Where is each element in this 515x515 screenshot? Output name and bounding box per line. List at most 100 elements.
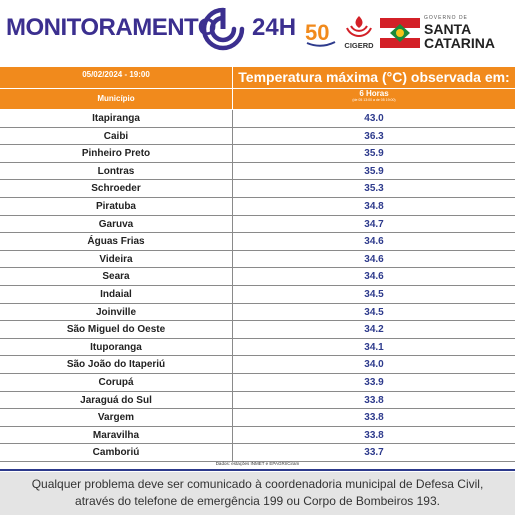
row-divider <box>232 285 233 303</box>
city-name: Jaraguá do Sul <box>80 394 152 406</box>
row-divider <box>232 250 233 268</box>
temperature-value: 34.5 <box>364 306 384 318</box>
cigerd-logo: CIGERD <box>342 14 376 54</box>
city-name: Itapiranga <box>92 113 140 124</box>
temperature-value: 34.1 <box>364 341 384 353</box>
row-divider <box>232 444 233 461</box>
city-name: Camboriú <box>92 447 140 459</box>
header: MONITORAMENTO 24H 50 CIGERD GOVERNO DE S… <box>0 0 515 64</box>
state-name-line1: SANTA <box>424 21 472 37</box>
brand-24h: 24H <box>252 14 297 41</box>
table-row: Corupá 33.9 <box>0 373 515 392</box>
table-row: Schroeder 35.3 <box>0 180 515 198</box>
header-divider-horizontal <box>0 88 515 89</box>
row-divider <box>232 409 233 426</box>
period-range: (de 05 13:00 a de 05 19:00) <box>352 98 396 102</box>
row-divider <box>232 162 233 180</box>
row-divider <box>232 373 233 391</box>
period-label: 6 Horas <box>359 89 389 98</box>
column-header-municipio: Município <box>97 94 135 103</box>
city-name: Vargem <box>97 412 135 424</box>
row-divider <box>232 426 233 444</box>
row-divider <box>232 391 233 409</box>
table-header: 05/02/2024 - 19:00 Temperatura máxima (°… <box>0 67 515 109</box>
temperature-value: 33.8 <box>364 429 384 441</box>
santa-catarina-flag-icon <box>380 18 420 48</box>
temperature-value: 34.6 <box>364 236 384 248</box>
temperature-value: 35.9 <box>364 165 384 177</box>
table-row: Pinheiro Preto 35.9 <box>0 145 515 163</box>
table-row: Camboriú 33.7 <box>0 444 515 462</box>
cigerd-emblem-icon <box>346 16 372 37</box>
temperature-value: 36.3 <box>364 130 384 142</box>
table-row: Águas Frias 34.6 <box>0 233 515 251</box>
temperature-value: 34.2 <box>364 324 384 336</box>
row-divider <box>232 110 233 127</box>
row-divider <box>232 127 233 145</box>
table-row: Caibi 36.3 <box>0 127 515 146</box>
table-row: Indaial 34.5 <box>0 285 515 304</box>
temperature-value: 34.6 <box>364 271 384 283</box>
row-divider <box>232 268 233 285</box>
data-source: Dados: estações INMET e EPAGRI/Ciram <box>215 461 300 466</box>
table-row: Maravilha 33.8 <box>0 426 515 445</box>
city-name: Indaial <box>100 288 132 300</box>
city-name: Garuva <box>98 218 134 230</box>
row-divider <box>232 303 233 321</box>
temperature-value: 34.8 <box>364 200 384 212</box>
table-row: Vargem 33.8 <box>0 409 515 427</box>
temperature-table: Itapiranga 43.0 Caibi 36.3 Pinheiro Preto 35.… <box>0 110 515 462</box>
city-name: Ituporanga <box>90 341 142 353</box>
temperature-value: 33.8 <box>364 412 384 424</box>
table-title: Temperatura máxima (°C) observada em: <box>238 69 510 85</box>
temperature-value: 35.9 <box>364 148 384 160</box>
table-row: São João do Itaperiú 34.0 <box>0 356 515 374</box>
gov-label: GOVERNO DE <box>424 15 468 21</box>
anniversary-50-logo: 50 <box>305 20 336 47</box>
monitoring-dial-icon <box>201 7 245 51</box>
brand-title: MONITORAMENTO <box>6 14 216 41</box>
table-row: Jaraguá do Sul 33.8 <box>0 391 515 410</box>
table-row: Seara 34.6 <box>0 268 515 286</box>
table-row: Itapiranga 43.0 <box>0 110 515 128</box>
row-divider <box>232 145 233 162</box>
state-name: SANTA CATARINA <box>424 22 495 50</box>
footer-line-1: Qualquer problema deve ser comunicado à … <box>31 477 484 491</box>
footer-line-2: através do telefone de emergência 199 ou… <box>75 494 440 508</box>
city-name: São João do Itaperiú <box>66 359 166 371</box>
table-row: Piratuba 34.8 <box>0 197 515 216</box>
footer-notice: Qualquer problema deve ser comunicado à … <box>0 472 515 515</box>
city-name: Schroeder <box>91 183 141 195</box>
row-divider <box>232 197 233 215</box>
temperature-value: 43.0 <box>364 113 384 124</box>
table-row: Videira 34.6 <box>0 250 515 269</box>
row-divider <box>232 321 233 338</box>
row-divider <box>232 233 233 250</box>
table-row: Ituporanga 34.1 <box>0 338 515 357</box>
temperature-value: 34.0 <box>364 359 384 371</box>
temperature-value: 33.9 <box>364 376 384 388</box>
city-name: Piratuba <box>95 200 136 212</box>
cigerd-label: CIGERD <box>344 41 374 50</box>
logo50-text: 50 <box>305 20 329 45</box>
city-name: Joinville <box>95 306 136 318</box>
report-date: 05/02/2024 - 19:00 <box>82 70 150 79</box>
city-name: Águas Frias <box>87 236 145 248</box>
row-divider <box>232 180 233 197</box>
temperature-value: 33.7 <box>364 447 384 459</box>
temperature-value: 35.3 <box>364 183 384 195</box>
row-divider <box>232 338 233 356</box>
table-row: Joinville 34.5 <box>0 303 515 322</box>
column-header-period: 6 Horas (de 05 13:00 a de 05 19:00) <box>233 89 515 103</box>
temperature-value: 34.6 <box>364 253 384 265</box>
city-name: Corupá <box>98 376 134 388</box>
table-row: Lontras 35.9 <box>0 162 515 181</box>
city-name: Videira <box>99 253 133 265</box>
city-name: Caibi <box>103 130 129 142</box>
city-name: Pinheiro Preto <box>81 148 151 160</box>
city-name: Lontras <box>97 165 135 177</box>
table-row: São Miguel do Oeste 34.2 <box>0 321 515 339</box>
row-divider <box>232 356 233 373</box>
state-name-line2: CATARINA <box>424 35 496 51</box>
table-row: Garuva 34.7 <box>0 215 515 234</box>
